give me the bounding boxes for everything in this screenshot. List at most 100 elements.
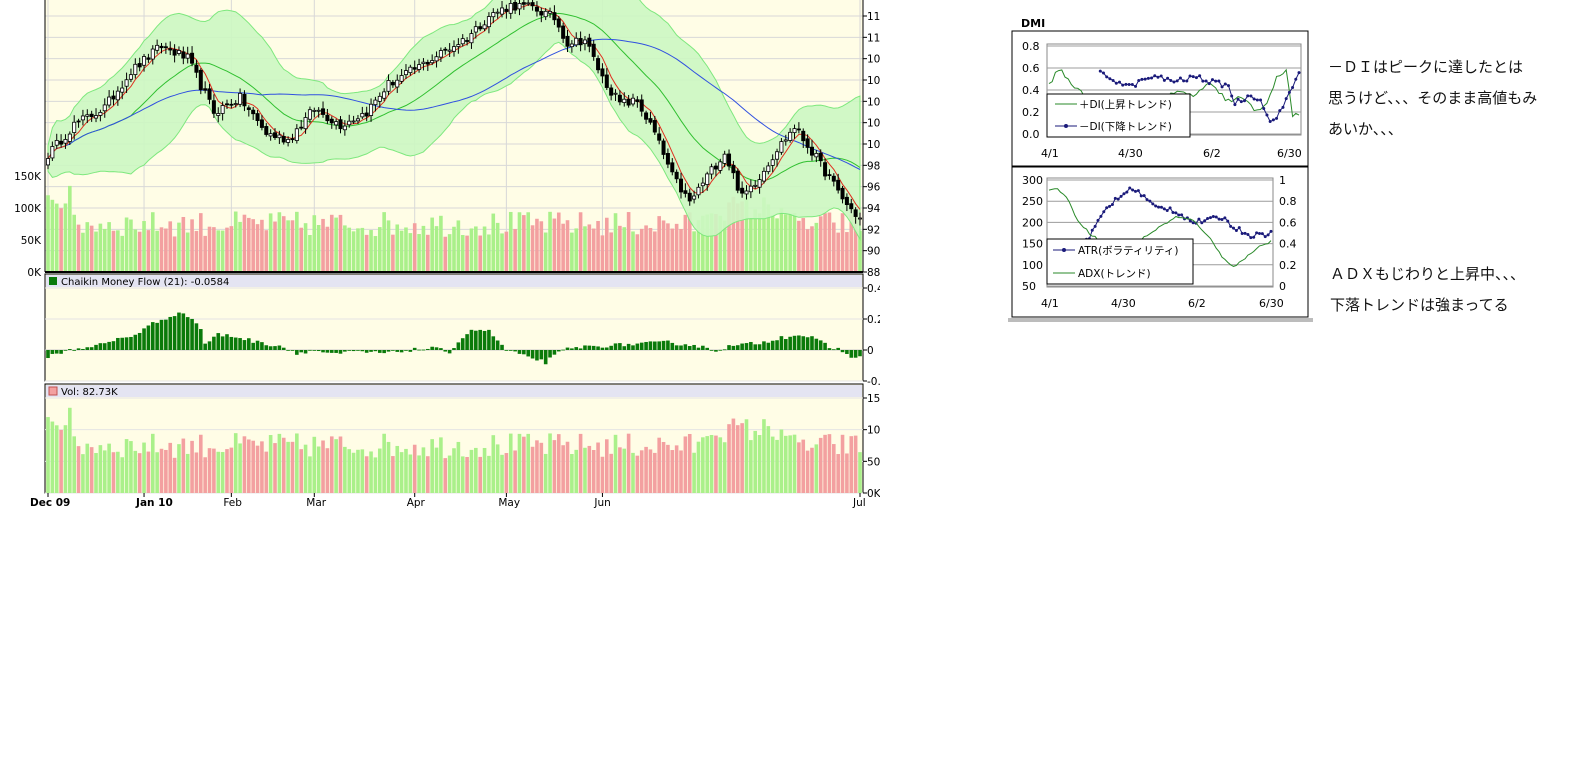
minus-di-marker — [1236, 97, 1240, 101]
atr-marker — [1180, 213, 1184, 217]
volume-bar — [504, 453, 509, 493]
volume-header — [46, 385, 862, 397]
candle-body — [840, 187, 845, 200]
volume-bar — [600, 456, 605, 493]
atr-marker — [1168, 206, 1172, 210]
overlay-volume-bar — [757, 213, 762, 272]
cmf-bar — [247, 338, 251, 350]
cmf-bar — [670, 342, 675, 350]
candle-body — [120, 87, 125, 93]
overlay-volume-bar — [116, 230, 120, 272]
candle-body — [657, 133, 662, 141]
cmf-bar — [775, 340, 779, 350]
volume-bar — [137, 453, 142, 493]
candle-body — [259, 119, 264, 128]
cmf-bar — [552, 350, 557, 355]
volume-bar — [788, 435, 792, 493]
minus-di-marker — [1226, 84, 1230, 88]
cmf-bar — [443, 350, 448, 352]
cmf-bar — [185, 317, 190, 350]
cmf-bar — [687, 346, 692, 350]
candle-body — [430, 60, 435, 64]
candle-body — [539, 11, 544, 16]
minus-di-marker — [1153, 74, 1157, 78]
overlay-volume-bar — [308, 234, 312, 272]
overlay-volume-bar — [535, 218, 539, 272]
atr-marker — [1116, 197, 1120, 201]
cmf-bar — [840, 350, 845, 353]
volume-bar — [356, 449, 360, 493]
candle-body — [395, 79, 400, 88]
cmf-bar — [469, 329, 474, 350]
price-tick-label: 11200 — [867, 11, 880, 23]
candle-body — [181, 51, 186, 59]
candle-body — [591, 43, 596, 57]
minus-di-marker — [1178, 76, 1182, 80]
dmi-x-tick-label: 4/30 — [1118, 147, 1143, 160]
candle-body — [556, 18, 561, 28]
atr-left-tick-label: 250 — [1022, 195, 1043, 208]
atr-right-tick-label: 0.8 — [1279, 195, 1297, 208]
atr-marker — [1260, 232, 1264, 236]
volume-legend-swatch — [48, 386, 58, 396]
overlay-volume-bar — [194, 231, 199, 272]
overlay-volume-bar — [783, 214, 788, 272]
cmf-bar — [68, 349, 72, 350]
price-tick-label: 8800 — [867, 267, 880, 279]
cmf-bar — [412, 347, 417, 350]
candle-body — [770, 159, 775, 166]
candle-body — [390, 81, 395, 86]
overlay-volume-bar — [709, 213, 714, 272]
cmf-bar — [177, 312, 181, 350]
candle-body — [163, 46, 168, 49]
minus-di-marker — [1294, 77, 1298, 81]
volume-bar — [321, 440, 325, 493]
volume-bar — [727, 424, 731, 493]
overlay-volume-bar — [203, 235, 207, 272]
candle-body — [307, 109, 312, 120]
volume-bar — [731, 418, 736, 493]
volume-bar — [635, 455, 640, 493]
candle-body — [582, 39, 587, 45]
cmf-bar — [50, 350, 55, 354]
overlay-volume-bar — [421, 225, 426, 272]
overlay-volume-bar — [740, 201, 744, 272]
cmf-bar — [779, 336, 784, 350]
atr-marker — [1206, 217, 1210, 221]
candle-body — [801, 130, 806, 142]
overlay-volume-bar — [273, 221, 277, 272]
candle-body — [478, 26, 483, 30]
overlay-volume-bar — [399, 230, 404, 272]
cmf-bar — [766, 342, 771, 350]
cmf-bar — [653, 341, 657, 350]
overlay-volume-bar — [644, 225, 648, 272]
cmf-bar — [783, 339, 788, 350]
volume-bar — [312, 436, 317, 493]
cmf-bar — [744, 343, 749, 350]
candle-body — [425, 61, 430, 65]
atr-marker — [1133, 189, 1137, 193]
candle-body — [355, 118, 360, 122]
cmf-bar — [504, 349, 509, 351]
adx-line — [1048, 188, 1272, 267]
cmf-bar — [635, 343, 640, 350]
dmi-y-axis: 0.8 0.6 0.4 0.2 0.0 — [1022, 40, 1040, 141]
date-tick-label: Feb — [223, 497, 242, 509]
volume-bar — [124, 439, 129, 493]
candle-body — [561, 25, 566, 39]
atr-marker — [1125, 190, 1129, 194]
plus-di-legend-label: ＋DI(上昇トレンド) — [1079, 99, 1172, 111]
candle-body — [408, 66, 413, 74]
overlay-volume-bar — [295, 211, 299, 272]
atr-left-tick-label: 150 — [1022, 238, 1043, 251]
cmf-bar — [347, 350, 352, 351]
volume-bar — [421, 447, 426, 493]
cmf-bar — [212, 336, 216, 350]
volume-bar — [107, 443, 111, 493]
overlay-volume-bar — [609, 232, 613, 272]
cmf-bar — [788, 336, 792, 350]
atr-marker — [1263, 235, 1267, 239]
candle-body — [761, 170, 766, 182]
minus-di-marker — [1259, 98, 1263, 102]
cmf-bar — [701, 345, 705, 350]
